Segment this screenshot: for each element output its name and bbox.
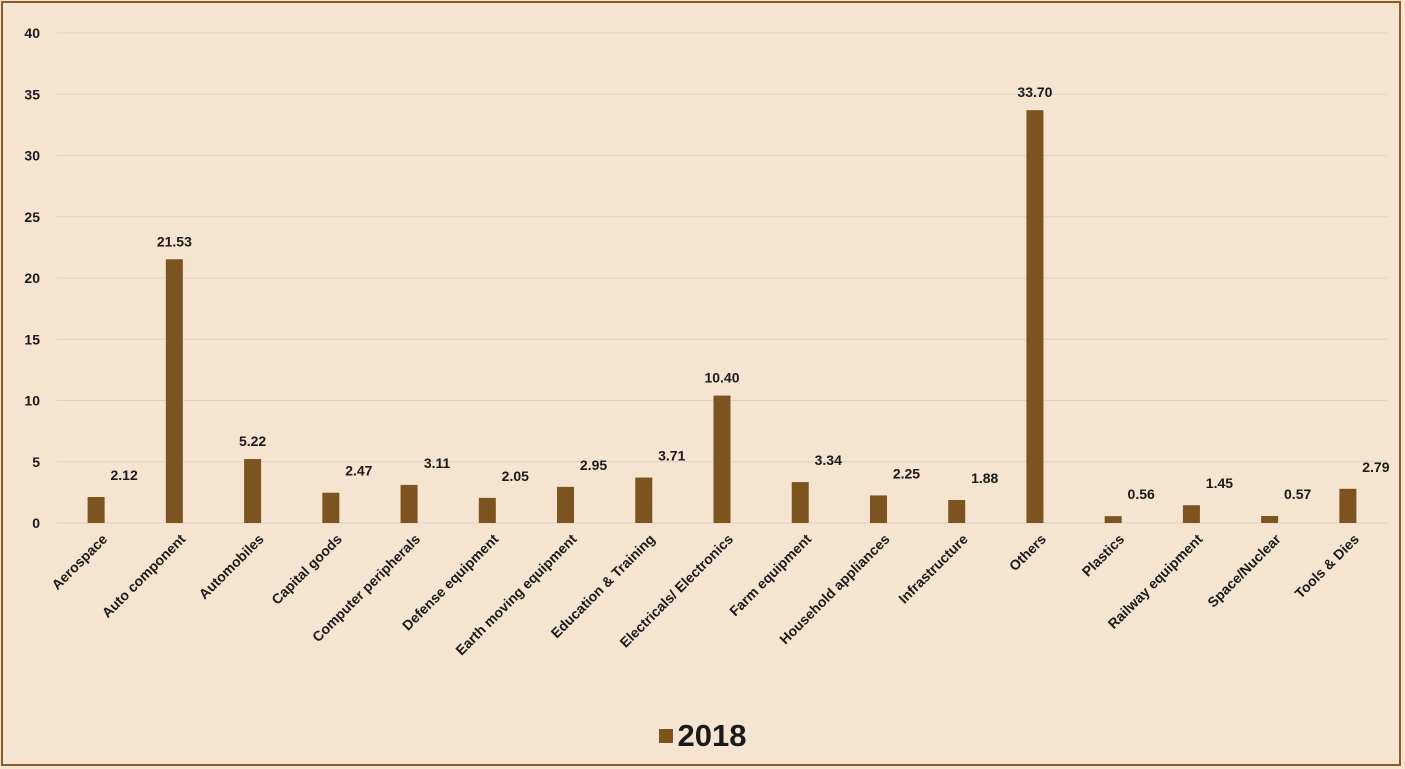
category-label: Others [1006, 531, 1049, 574]
category-label: Aerospace [48, 531, 110, 593]
category-label: Auto component [99, 531, 189, 621]
y-tick-label: 10 [24, 393, 40, 409]
legend: 2018 [0, 718, 1405, 754]
bar [322, 492, 340, 523]
data-label: 21.53 [157, 233, 192, 249]
data-label: 0.57 [1284, 486, 1311, 502]
bar [1339, 488, 1357, 523]
category-label: Space/Nuclear [1204, 530, 1284, 610]
bar [478, 497, 496, 523]
category-label: Farm equipment [726, 531, 815, 620]
data-label: 1.88 [971, 470, 998, 486]
bar [1261, 516, 1279, 523]
y-tick-label: 5 [32, 454, 40, 470]
bar [869, 495, 887, 523]
data-label: 1.45 [1206, 475, 1233, 491]
bar [557, 486, 575, 523]
category-label: Tools & Dies [1291, 531, 1362, 602]
data-label: 2.05 [502, 468, 529, 484]
data-label: 0.56 [1128, 486, 1155, 502]
data-label: 5.22 [239, 433, 266, 449]
bar [1026, 110, 1044, 524]
legend-label: 2018 [677, 718, 747, 753]
category-label: Automobiles [195, 531, 266, 602]
y-tick-label: 40 [24, 25, 40, 41]
data-label: 2.25 [893, 465, 920, 481]
data-label: 10.40 [704, 370, 739, 386]
bar [1104, 516, 1122, 523]
y-tick-label: 0 [32, 515, 40, 531]
legend-swatch [658, 729, 673, 743]
bar [400, 484, 418, 523]
y-tick-label: 30 [24, 148, 40, 164]
category-label: Infrastructure [895, 531, 971, 607]
y-tick-label: 25 [24, 209, 40, 225]
data-label: 3.11 [424, 455, 451, 471]
data-label: 3.71 [658, 448, 685, 464]
bar [87, 497, 105, 523]
bar [1182, 505, 1200, 523]
data-label: 2.12 [110, 467, 137, 483]
bar [948, 499, 966, 523]
bar [165, 259, 183, 523]
y-tick-label: 15 [24, 331, 40, 347]
category-label: Capital goods [268, 531, 345, 608]
data-label: 2.47 [345, 463, 372, 479]
category-label: Plastics [1079, 531, 1128, 580]
data-label: 2.79 [1362, 459, 1389, 475]
y-tick-label: 20 [24, 270, 40, 286]
data-label: 3.34 [815, 452, 842, 468]
bar [244, 459, 262, 523]
y-tick-label: 35 [24, 86, 40, 102]
bar [713, 395, 731, 523]
data-label: 33.70 [1017, 84, 1052, 100]
data-label: 2.95 [580, 457, 607, 473]
bar [635, 477, 653, 523]
bar [791, 482, 809, 523]
